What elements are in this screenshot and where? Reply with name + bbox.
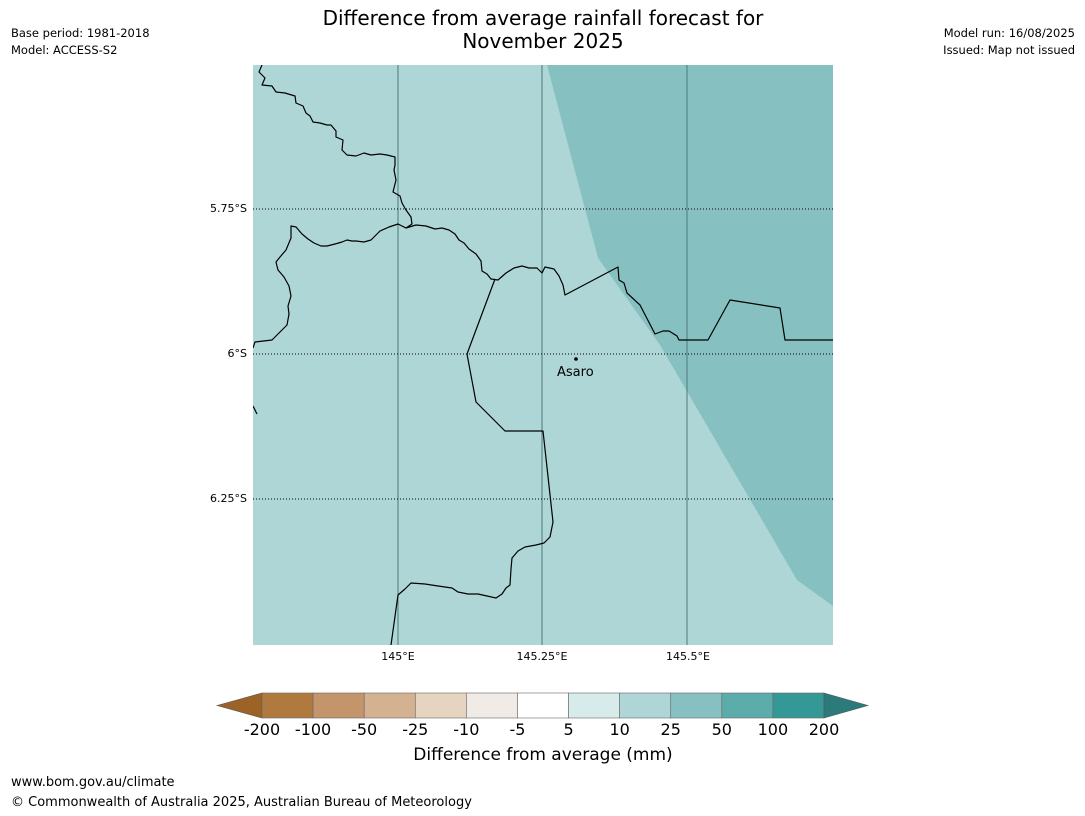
lat-label-6s: 6°S [227,347,247,360]
colorbar-tick: 200 [808,720,840,739]
colorbar-tick: -100 [294,720,332,739]
colorbar-swatch [670,692,723,719]
colorbar-swatch [721,692,774,719]
colorbar-tick: 50 [711,720,732,739]
place-label-asaro: Asaro [557,365,594,380]
asaro-marker [574,357,578,361]
colorbar-tick: -5 [509,720,526,739]
colorbar-swatch [517,692,569,719]
base-period-text: Base period: 1981-2018 [11,26,150,40]
colorbar-tick: -10 [453,720,480,739]
footer-url[interactable]: www.bom.gov.au/climate [11,775,175,790]
colorbar-extend-high [823,692,870,719]
lon-label-145-25e: 145.25°E [516,650,568,663]
colorbar-tick: -50 [351,720,378,739]
title-line-1: Difference from average rainfall forecas… [322,6,764,30]
model-text: Model: ACCESS-S2 [11,43,118,57]
colorbar-tick: -200 [243,720,281,739]
metadata-left: Base period: 1981-2018 Model: ACCESS-S2 [11,25,150,59]
colorbar-swatch [414,692,467,719]
colorbar-tick: 10 [609,720,630,739]
metadata-right: Model run: 16/08/2025 Issued: Map not is… [943,25,1075,59]
map-region-10-25 [547,65,833,606]
colorbar-swatch [312,692,365,719]
colorbar-tick: 25 [660,720,681,739]
colorbar-swatch [772,692,825,719]
footer-copyright: © Commonwealth of Australia 2025, Austra… [11,795,472,810]
title-line-2: November 2025 [462,29,624,53]
lon-label-145-5e: 145.5°E [666,650,710,663]
province-boundaries [253,65,833,645]
colorbar-label: Difference from average (mm) [413,745,673,765]
lon-label-145e: 145°E [381,650,415,663]
model-run-text: Model run: 16/08/2025 [943,26,1075,40]
colorbar-swatch [466,692,518,719]
colorbar-swatch [363,692,416,719]
colorbar-swatch [619,692,672,719]
colorbar-tick: 100 [757,720,789,739]
lat-label-6-25s: 6.25°S [210,492,247,505]
map-title: Difference from average rainfall forecas… [243,7,843,53]
colorbar-swatch [261,692,314,719]
lat-label-5-75s: 5.75°S [210,202,247,215]
colorbar-tick: 5 [563,720,574,739]
colorbar-swatch [568,692,620,719]
colorbar-extend-low [215,692,263,719]
issued-text: Issued: Map not issued [943,43,1075,57]
colorbar-tick: -25 [402,720,429,739]
